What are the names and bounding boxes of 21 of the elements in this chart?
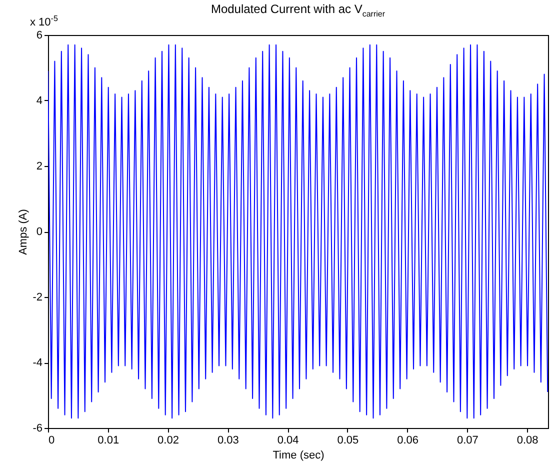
y-tick-label: -6 (32, 422, 42, 434)
y-tick-label: 6 (36, 30, 42, 42)
text: x 10$^{-5}$ (30, 14, 58, 29)
y-tick-label: 2 (36, 160, 42, 172)
x-tick-label: 0.05 (337, 434, 359, 446)
x-tick-label: 0.06 (397, 434, 418, 446)
x-axis-title: Time (sec) (272, 450, 324, 462)
x-tick-label: 0.08 (516, 434, 538, 446)
x-tick-label: 0.01 (98, 434, 120, 446)
line-series (48, 44, 548, 419)
chart-title: Modulated Current with ac V$_{carrier}$ (210, 2, 386, 18)
y-tick-label: 0 (36, 226, 42, 238)
x-tick-label: 0.02 (158, 434, 179, 446)
x-tick-label: 0.07 (456, 434, 478, 446)
x-tick-label: 0 (48, 434, 55, 446)
x-tick-label: 0.04 (277, 434, 299, 446)
y-axis-title: Amps (A) (18, 209, 30, 255)
y-tick-label: -4 (32, 357, 42, 369)
x-tick-label: 0.03 (217, 434, 239, 446)
y-tick-label: 4 (36, 95, 42, 107)
y-tick-label: -2 (32, 292, 42, 304)
